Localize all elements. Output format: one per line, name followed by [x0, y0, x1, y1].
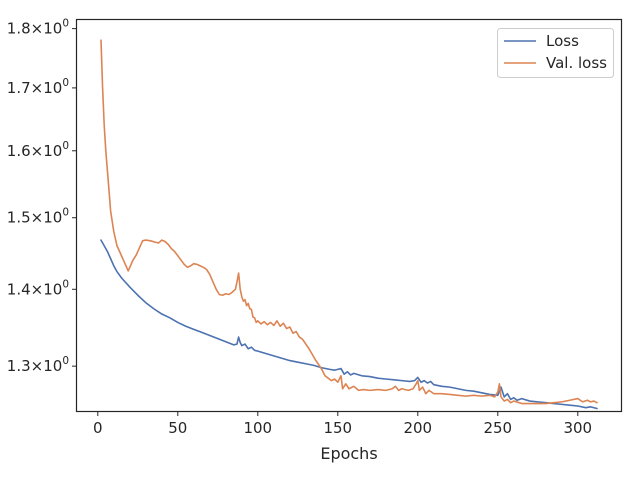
y-tick-label: 1.8×100: [7, 18, 69, 38]
x-tick-label: 0: [93, 419, 103, 437]
ticks-layer: 0 50 100 150 200 250 300 1.3×100 1.4×100 1.5×100 1…: [7, 18, 592, 437]
x-tick-label: 50: [168, 419, 187, 437]
y-tick-label: 1.7×100: [7, 77, 69, 97]
series-line-loss: [100, 239, 598, 410]
y-tick-label: 1.4×100: [7, 278, 69, 298]
x-tick-label: 200: [403, 419, 432, 437]
x-tick-label: 250: [483, 419, 512, 437]
series-layer: [100, 39, 598, 410]
y-tick-label: 1.6×100: [7, 140, 69, 160]
x-tick-label: 300: [563, 419, 592, 437]
plot-frame: [75, 18, 623, 413]
legend-label-loss: Loss: [546, 32, 579, 50]
legend-label-val-loss: Val. loss: [546, 54, 607, 72]
x-tick-label: 100: [243, 419, 272, 437]
y-tick-label: 1.3×100: [7, 355, 69, 375]
series-line-val-loss: [100, 39, 598, 405]
x-tick-label: 150: [323, 419, 352, 437]
y-tick-label: 1.5×100: [7, 207, 69, 227]
x-axis-label: Epochs: [320, 444, 377, 463]
legend: Loss Val. loss: [497, 28, 614, 78]
